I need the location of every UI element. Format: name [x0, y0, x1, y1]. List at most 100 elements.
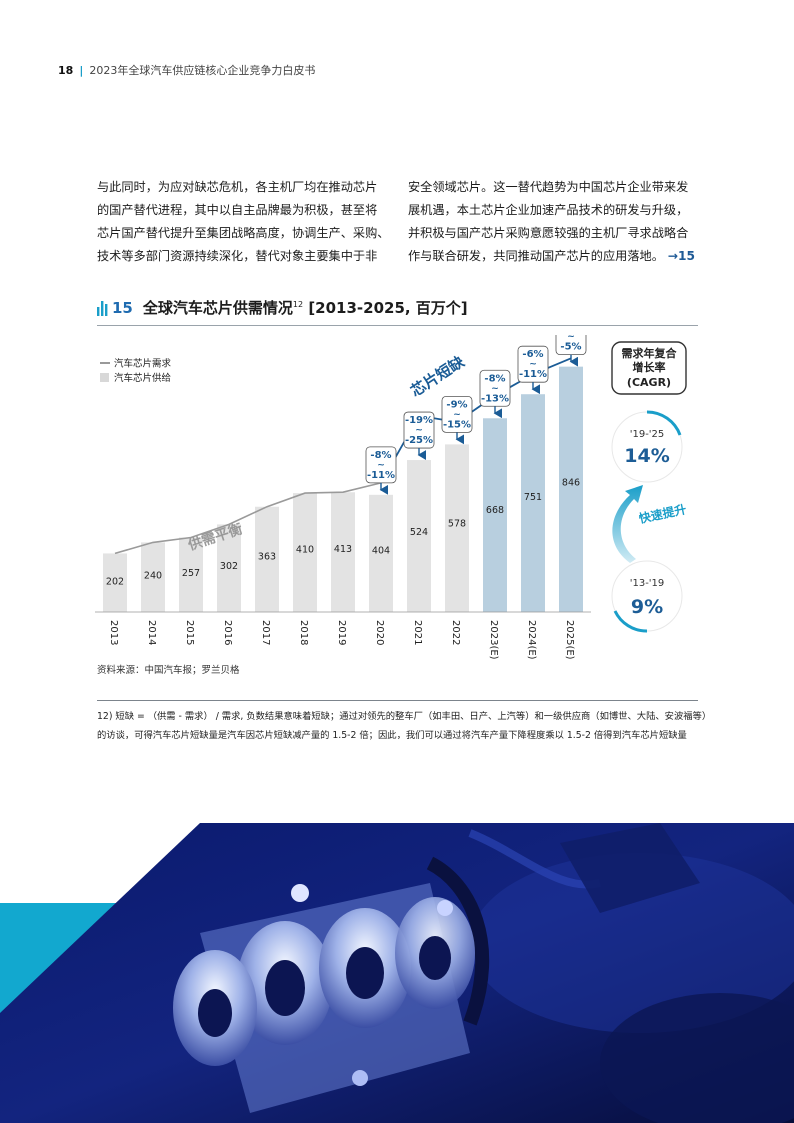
figure-bars-icon: [97, 301, 108, 316]
supply-bar: [521, 394, 545, 612]
chart-source: 资料来源：中国汽车报；罗兰贝格: [97, 665, 240, 676]
bar-value-label: 363: [258, 552, 276, 563]
x-tick-label: 2022: [450, 620, 461, 645]
bar-value-label: 404: [372, 545, 390, 556]
x-tick-label: 2017: [260, 620, 271, 645]
demand-line-balanced: [114, 482, 382, 555]
bar-value-label: 410: [296, 544, 314, 555]
figure-title-footnote-mark: 12: [292, 300, 304, 309]
supply-bar: [255, 506, 279, 612]
bar-value-label: 578: [448, 519, 466, 530]
shortage-range-high: -11%: [367, 470, 395, 481]
footnote-line: 的访谈，可得汽车芯片短缺量是汽车因芯片短缺减产量的 1.5-2 倍；因此，我们可…: [97, 730, 687, 741]
bar-value-label: 846: [562, 477, 580, 488]
bar-value-label: 413: [334, 544, 352, 555]
figure-title-text: 全球汽车芯片供需情况: [142, 299, 293, 317]
shortage-range-low: -8%: [484, 373, 505, 384]
cagr-value-early: 9%: [631, 596, 663, 618]
cagr-period-early: '13-'19: [630, 578, 665, 589]
cagr-title-line: (CAGR): [627, 376, 671, 389]
chart-legend: 汽车芯片需求 汽车芯片供给: [100, 358, 172, 384]
supply-bar: [407, 460, 431, 612]
growth-arrow-icon: [612, 485, 643, 563]
shortage-range-high: -15%: [443, 419, 471, 430]
supply-bar: [141, 542, 165, 612]
cagr-circle-accent: [613, 610, 648, 633]
supply-bar: [293, 493, 317, 612]
x-tick-label: 2014: [146, 620, 157, 645]
legend-demand-label: 汽车芯片需求: [114, 358, 172, 370]
body-line: 作与联合研发，共同推动国产芯片的应用落地。 →15: [408, 245, 699, 268]
annotation-chip-shortage: 芯片短缺: [407, 352, 468, 400]
x-tick-label: 2021: [412, 620, 423, 645]
document-title: 2023年全球汽车供应链核心企业竞争力白皮书: [89, 64, 316, 77]
shortage-range-separator: ~: [377, 460, 385, 470]
cagr-title-box: [611, 341, 687, 395]
cagr-title-line: 增长率: [633, 360, 666, 374]
header-separator: |: [79, 64, 84, 77]
body-line: 安全领域芯片。这一替代趋势为中国芯片企业带来发: [408, 180, 689, 194]
shortage-range-high: -25%: [405, 435, 433, 446]
x-tick-label: 2013: [108, 620, 119, 645]
figure-reference-link[interactable]: →15: [667, 249, 695, 263]
chip-supply-demand-chart: 汽车芯片需求 汽车芯片供给 202 240 257 302 363 410 413 404 52…: [95, 335, 688, 660]
shortage-range-high: -11%: [519, 369, 547, 380]
shortage-range-high: -13%: [481, 393, 509, 404]
engine-exhaust-manifold-photo: [0, 823, 794, 1123]
body-line: 芯片国产替代提升至集团战略高度，协调生产、采购、: [97, 226, 390, 240]
bar-value-label: 751: [524, 492, 542, 503]
body-text-left: 与此同时，为应对缺芯危机，各主机厂均在推动芯片 的国产替代进程，其中以自主品牌最…: [97, 176, 391, 268]
shortage-range-low: -19%: [405, 415, 433, 426]
supply-bar: [559, 366, 583, 612]
supply-bar: [483, 418, 507, 612]
body-line: 并积极与国产芯片采购意愿较强的主机厂寻求战略合: [408, 226, 689, 240]
x-tick-label: 2025(E): [564, 620, 575, 660]
bar-value-label: 302: [220, 561, 238, 572]
bar-value-label: 202: [106, 576, 124, 587]
x-tick-label: 2018: [298, 620, 309, 645]
supply-bar: [217, 524, 241, 612]
bar-value-label: 524: [410, 527, 428, 538]
shortage-range-separator: ~: [567, 335, 575, 342]
shortage-range-separator: ~: [415, 426, 423, 436]
page-number: 18: [58, 64, 74, 77]
cagr-value-recent: 14%: [624, 445, 669, 467]
bar-value-label: 668: [486, 505, 504, 516]
x-tick-label: 2019: [336, 620, 347, 645]
x-tick-label: 2015: [184, 620, 195, 645]
x-tick-label: 2024(E): [526, 620, 537, 660]
shortage-range-separator: ~: [491, 384, 499, 394]
x-tick-label: 2016: [222, 620, 233, 645]
body-line: 技术等多部门资源持续深化，替代对象主要集中于非: [97, 249, 378, 263]
legend-supply-label: 汽车芯片供给: [114, 372, 172, 384]
figure-title: 15 全球汽车芯片供需情况12 [2013-2025, 百万个]: [97, 297, 697, 318]
figure-title-suffix: [2013-2025, 百万个]: [308, 299, 468, 317]
supply-bar: [331, 492, 355, 612]
footnote-rule: [97, 700, 698, 701]
supply-bar: [369, 494, 393, 612]
shortage-range-separator: ~: [529, 360, 537, 370]
page-header: 18 | 2023年全球汽车供应链核心企业竞争力白皮书: [58, 62, 315, 78]
cagr-title-line: 需求年复合: [622, 346, 678, 360]
shortage-range-low: -8%: [370, 450, 391, 461]
figure-title-rule: [97, 325, 698, 326]
footnote-line: 12) 短缺 = （供需 - 需求） / 需求, 负数结果意味着短缺；通过对领先…: [97, 711, 712, 722]
shortage-range-low: -9%: [446, 399, 467, 410]
annotation-rapid-growth: 快速提升: [638, 501, 688, 526]
body-line: 的国产替代进程，其中以自主品牌最为积极，甚至将: [97, 203, 378, 217]
body-line: 与此同时，为应对缺芯危机，各主机厂均在推动芯片: [97, 180, 378, 194]
shortage-range-box: [517, 345, 549, 383]
cagr-circle-accent: [646, 410, 682, 436]
shortage-range-low: -6%: [522, 349, 543, 360]
cagr-panel: 需求年复合 增长率 (CAGR) '19-'25 14% 快速提升 '13-'1…: [611, 341, 688, 633]
supply-bar: [103, 553, 127, 612]
cagr-period-recent: '19-'25: [630, 429, 665, 440]
supply-bar: [179, 537, 203, 612]
legend-supply-swatch: [100, 373, 109, 382]
figure-number: 15: [112, 299, 133, 317]
shortage-range-separator: ~: [453, 410, 461, 420]
x-tick-label: 2020: [374, 620, 385, 645]
x-tick-label: 2023(E): [488, 620, 499, 660]
body-text-right: 安全领域芯片。这一替代趋势为中国芯片企业带来发 展机遇，本土芯片企业加速产品技术…: [408, 176, 699, 268]
supply-bar: [445, 444, 469, 612]
